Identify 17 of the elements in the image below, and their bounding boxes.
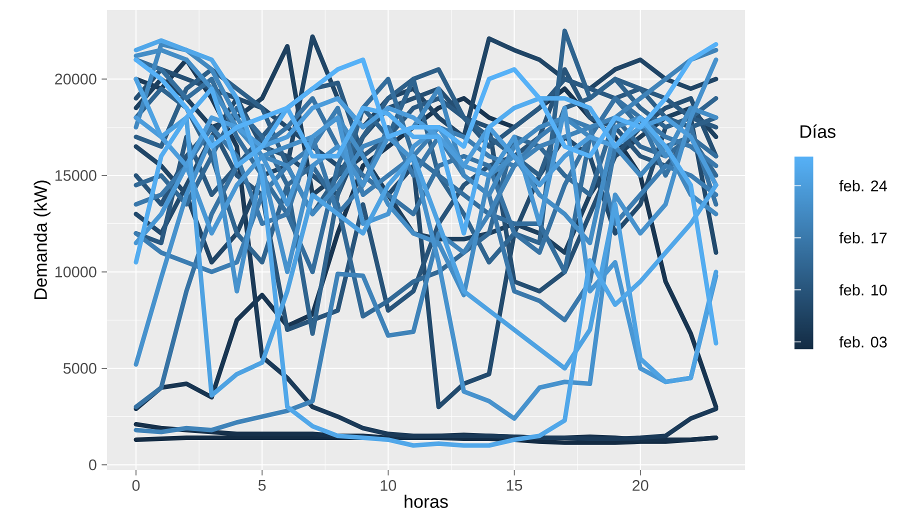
y-tick-label: 10000 xyxy=(55,266,96,278)
x-axis-title: horas xyxy=(404,494,448,508)
x-tick-label: 0 xyxy=(132,480,140,491)
color-bar-label: feb. 03 xyxy=(839,336,887,348)
y-tick-label: 15000 xyxy=(55,170,96,181)
color-bar-label: feb. 24 xyxy=(839,180,887,192)
x-tick-label: 5 xyxy=(258,480,266,491)
x-tick-label: 10 xyxy=(380,480,396,491)
y-tick-label: 5000 xyxy=(63,362,96,374)
y-tick-label: 20000 xyxy=(55,74,96,84)
y-axis-title: Demanda (kW) xyxy=(34,180,50,300)
y-tick-label: 0 xyxy=(89,459,96,470)
x-tick-label: 20 xyxy=(632,480,648,491)
color-bar-label: feb. 10 xyxy=(839,284,887,296)
color-bar-label: feb. 17 xyxy=(839,232,887,244)
color-bar-title: Días xyxy=(800,124,836,138)
x-tick-label: 15 xyxy=(506,480,522,491)
